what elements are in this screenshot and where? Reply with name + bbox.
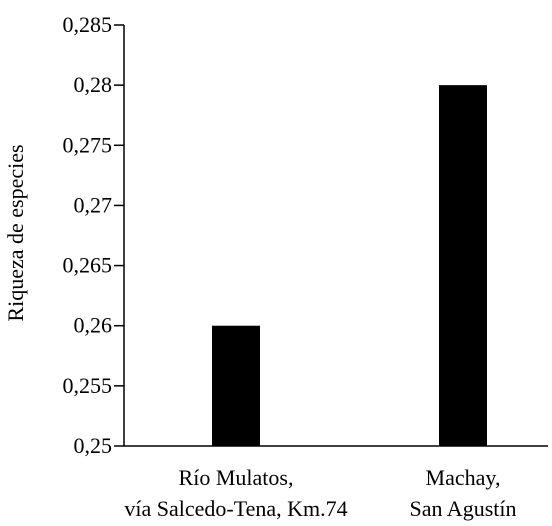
y-tick-label: 0,285 — [63, 12, 113, 37]
y-tick-label: 0,27 — [74, 192, 113, 217]
y-tick-label: 0,28 — [74, 72, 113, 97]
y-axis-ticks: 0,25 0,255 0,26 0,265 0,27 0,275 0,28 0,285 — [63, 12, 124, 458]
bar — [439, 85, 487, 447]
y-tick-label: 0,26 — [74, 313, 113, 338]
y-tick-label: 0,255 — [63, 373, 113, 398]
y-tick-label: 0,275 — [63, 132, 113, 157]
bars — [212, 85, 487, 447]
y-tick-label: 0,265 — [63, 253, 113, 278]
x-category-label: Río Mulatos, vía Salcedo-Tena, Km.74 — [124, 465, 347, 521]
x-axis-labels: Río Mulatos, vía Salcedo-Tena, Km.74 Macha… — [124, 465, 516, 521]
y-tick-label: 0,25 — [74, 433, 113, 458]
y-axis-label: Riqueza de especies — [3, 144, 28, 321]
bar — [212, 325, 260, 446]
x-category-label: Machay, San Agustín — [410, 465, 517, 521]
